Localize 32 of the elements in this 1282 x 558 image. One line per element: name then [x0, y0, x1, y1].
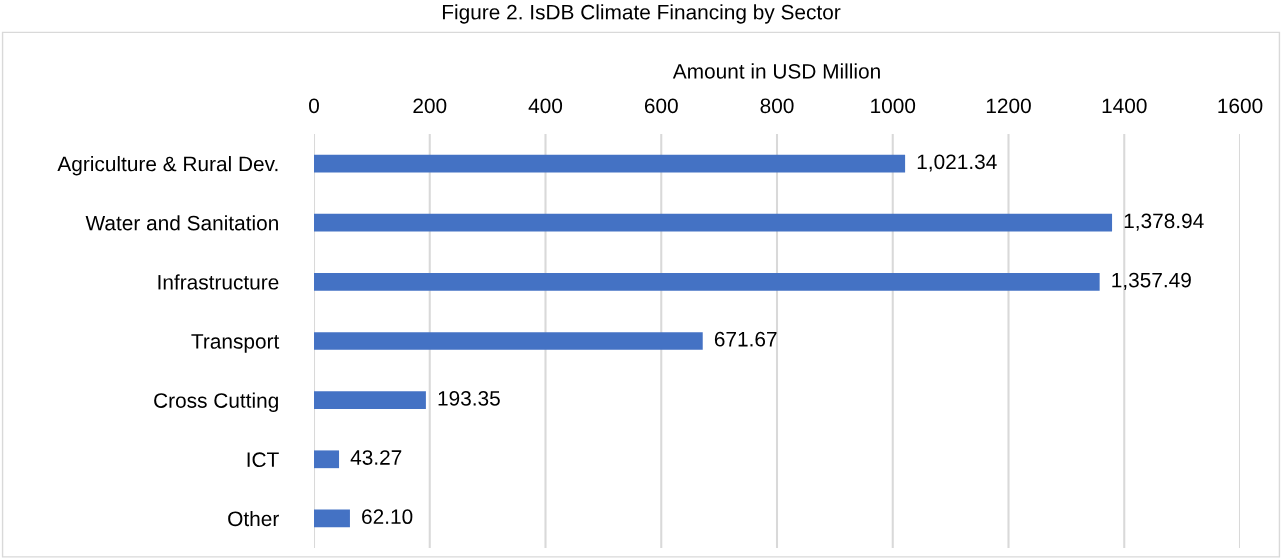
bar	[314, 391, 426, 410]
data-label: 1,378.94	[1124, 213, 1204, 231]
data-label: 1,357.49	[1112, 272, 1191, 290]
bar	[314, 154, 906, 173]
x-tick-label: 1200	[986, 98, 1031, 114]
bar	[314, 213, 1113, 232]
bar	[314, 450, 340, 469]
y-tick-label: ICT	[247, 452, 279, 468]
x-axis-title: Amount in USD Million	[672, 63, 880, 79]
y-tick-label: Cross Cutting	[154, 392, 278, 413]
y-tick-label: Agriculture & Rural Dev.	[57, 156, 278, 176]
y-tick-label: Water and Sanitation	[85, 215, 278, 231]
x-tick-label: 1400	[1102, 98, 1147, 114]
y-tick-label: Transport	[191, 334, 280, 353]
data-label: 43.27	[350, 450, 402, 465]
y-tick-label: Infrastructure	[158, 274, 279, 290]
data-label: 193.35	[438, 390, 500, 406]
bar	[314, 509, 350, 528]
x-tick-label: 800	[760, 98, 794, 114]
x-tick-label: 0	[309, 98, 319, 114]
x-tick-label: 400	[528, 98, 563, 114]
x-tick-label: 1600	[1218, 98, 1263, 114]
data-label: 62.10	[362, 509, 413, 525]
x-tick-label: 1000	[871, 98, 916, 114]
y-tick-label: Other	[228, 510, 279, 527]
x-tick-label: 600	[644, 98, 678, 114]
bar	[314, 332, 703, 350]
x-tick-label: 200	[413, 98, 447, 114]
bar	[314, 272, 1100, 291]
data-label: 1,021.34	[917, 154, 997, 172]
data-label: 671.67	[714, 331, 777, 347]
chart-title: Figure 2. IsDB Climate Financing by Sector	[442, 4, 841, 24]
